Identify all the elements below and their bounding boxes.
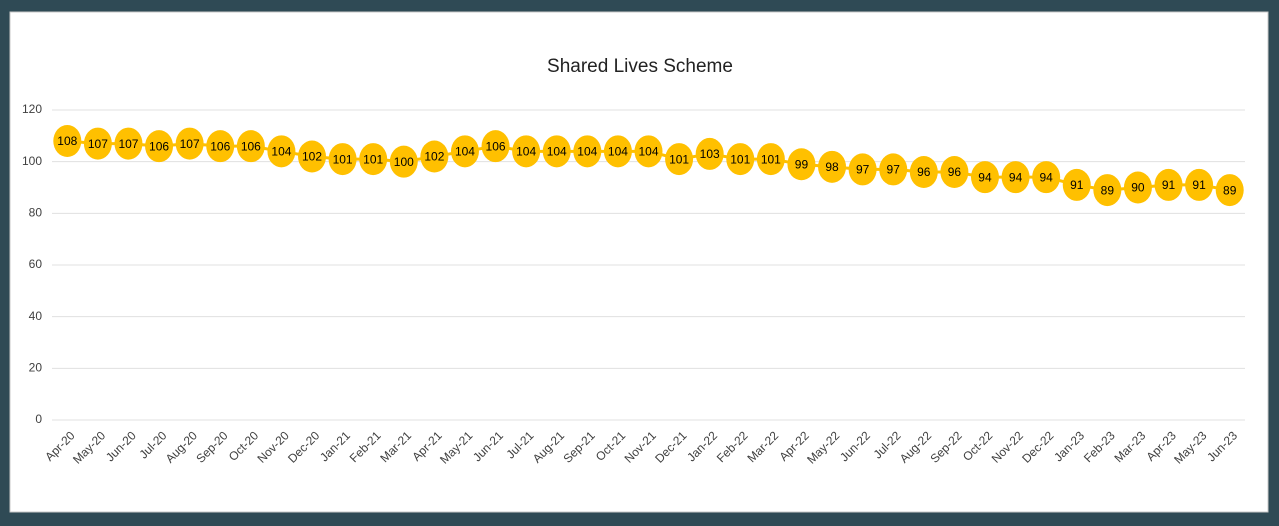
data-label: 98 [825, 160, 839, 174]
data-label: 104 [608, 145, 628, 159]
marker [267, 135, 296, 168]
marker [512, 135, 541, 168]
marker [206, 130, 235, 163]
y-tick-label: 80 [29, 206, 43, 220]
data-label: 106 [241, 139, 261, 153]
marker [665, 143, 694, 176]
data-label: 104 [271, 145, 291, 159]
data-label: 104 [516, 145, 536, 159]
marker [634, 135, 663, 168]
marker [298, 140, 327, 173]
marker [83, 127, 112, 160]
marker [970, 161, 999, 194]
marker [695, 137, 724, 170]
y-tick-label: 120 [22, 102, 42, 116]
data-label: 104 [638, 145, 658, 159]
marker [420, 140, 449, 173]
marker [1123, 171, 1152, 204]
data-label: 91 [1070, 178, 1084, 192]
y-tick-label: 60 [29, 257, 43, 271]
y-tick-label: 40 [29, 309, 43, 323]
data-label: 91 [1192, 178, 1206, 192]
data-label: 103 [700, 147, 720, 161]
marker [53, 125, 82, 157]
marker [787, 148, 816, 181]
marker [1215, 174, 1244, 207]
chart-title: Shared Lives Scheme [547, 56, 733, 77]
marker [114, 127, 143, 160]
data-label: 106 [486, 139, 506, 153]
marker [389, 145, 418, 178]
marker [1185, 168, 1214, 201]
data-label: 97 [887, 163, 901, 177]
data-label: 91 [1162, 178, 1176, 192]
marker [542, 135, 571, 168]
marker [1001, 161, 1030, 194]
marker [603, 135, 632, 168]
data-label: 90 [1131, 181, 1145, 195]
data-label: 101 [363, 152, 383, 166]
marker [879, 153, 908, 186]
marker [359, 143, 388, 176]
marker [756, 143, 785, 176]
data-label: 107 [180, 137, 200, 151]
data-label: 106 [149, 139, 169, 153]
marker [450, 135, 479, 168]
data-label: 94 [978, 170, 992, 184]
marker [1062, 168, 1091, 201]
marker [909, 156, 938, 188]
data-label: 89 [1223, 183, 1237, 197]
data-label: 101 [333, 152, 353, 166]
y-tick-label: 100 [22, 154, 42, 168]
marker [1093, 174, 1122, 207]
data-label: 97 [856, 163, 870, 177]
marker [818, 150, 847, 183]
data-label: 100 [394, 155, 414, 169]
marker [481, 130, 510, 163]
marker [940, 156, 969, 188]
data-label: 96 [948, 165, 962, 179]
data-label: 94 [1039, 170, 1053, 184]
data-label: 106 [210, 139, 230, 153]
data-label: 96 [917, 165, 931, 179]
data-label: 107 [118, 137, 138, 151]
data-label: 101 [669, 152, 689, 166]
y-tick-label: 20 [29, 361, 43, 375]
data-label: 107 [88, 137, 108, 151]
marker [573, 135, 602, 168]
marker [848, 153, 877, 186]
data-label: 104 [577, 145, 597, 159]
marker [1032, 161, 1061, 194]
data-label: 101 [761, 152, 781, 166]
chart-panel [9, 11, 1269, 513]
marker [328, 143, 357, 176]
data-label: 108 [57, 134, 77, 148]
y-tick-label: 0 [35, 412, 42, 426]
marker [145, 130, 174, 163]
marker [726, 143, 755, 176]
data-label: 101 [730, 152, 750, 166]
data-label: 89 [1101, 183, 1115, 197]
marker [236, 130, 265, 163]
data-label: 102 [424, 150, 444, 164]
data-label: 104 [547, 145, 567, 159]
marker [1154, 168, 1183, 201]
data-label: 94 [1009, 170, 1023, 184]
data-label: 99 [795, 157, 809, 171]
data-label: 104 [455, 145, 475, 159]
marker [175, 127, 204, 160]
data-label: 102 [302, 150, 322, 164]
